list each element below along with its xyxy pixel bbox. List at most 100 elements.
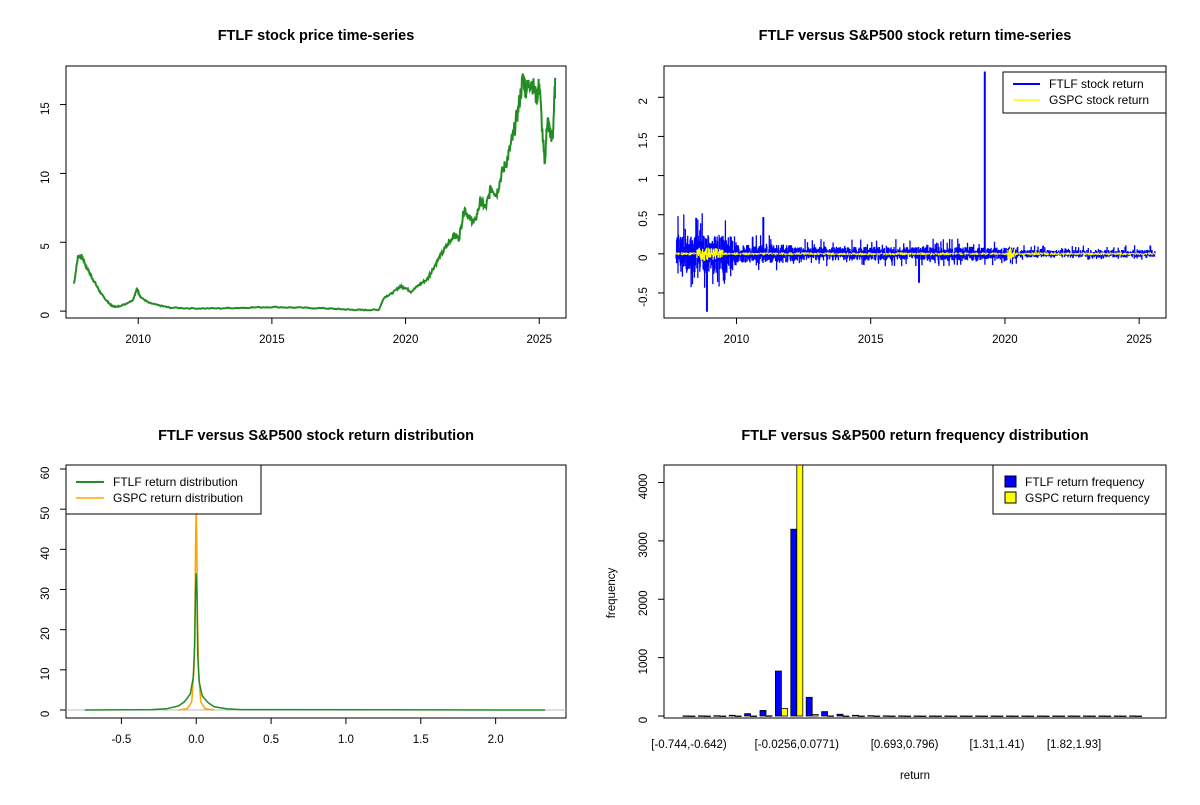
chart-title-returns: FTLF versus S&P500 stock return time-ser…: [759, 28, 1072, 44]
bar-gspc-freq: [842, 715, 850, 717]
y-tick-label: -0.5: [638, 287, 650, 307]
bar-ftlf-freq: [759, 710, 767, 717]
y-tick-label: 50: [40, 507, 52, 520]
x-tick-label: 2020: [393, 334, 419, 346]
x-tick-label: [1.31,1.41): [970, 739, 1025, 751]
bar-gspc-freq: [858, 715, 865, 717]
x-tick-label: 2015: [259, 334, 285, 346]
bar-ftlf-freq: [805, 696, 813, 717]
bar-ftlf-freq: [1113, 715, 1121, 717]
bar-ftlf-freq: [1083, 715, 1090, 717]
bar-gspc-freq: [781, 708, 788, 717]
bar-ftlf-freq: [898, 715, 905, 717]
bar-gspc-freq: [1119, 715, 1127, 717]
bar-gspc-freq: [1073, 715, 1081, 717]
legend-box-returns: [1002, 71, 1167, 114]
bar-gspc-freq: [888, 715, 896, 717]
legend-box-histogram: [992, 464, 1167, 515]
bar-gspc-freq: [981, 715, 988, 717]
bar-gspc-freq: [873, 715, 881, 717]
chart-title-price: FTLF stock price time-series: [218, 28, 415, 44]
bar-ftlf-freq: [1129, 715, 1136, 717]
x-tick-label: 2.0: [488, 734, 504, 746]
y-tick-label: 3000: [638, 532, 650, 558]
bar-ftlf-freq: [1021, 715, 1029, 717]
bar-gspc-freq: [688, 715, 696, 717]
bar-ftlf-freq: [728, 714, 736, 717]
plot-frame-histogram: [663, 464, 1167, 719]
y-tick-label: 4000: [638, 474, 650, 500]
y-tick-label: 10: [40, 171, 52, 184]
x-tick-label: 2025: [1126, 334, 1152, 346]
x-tick-label: 2010: [724, 334, 750, 346]
x-tick-label: [-0.0256,0.0771): [755, 739, 840, 751]
x-tick-label: [-0.744,-0.642): [651, 739, 727, 751]
bar-gspc-freq: [796, 464, 804, 717]
y-tick-label: 5: [40, 243, 52, 249]
bar-gspc-freq: [719, 715, 727, 717]
y-tick-label: 40: [40, 547, 52, 560]
bar-ftlf-freq: [1006, 715, 1013, 717]
x-axis-title: return: [900, 770, 930, 782]
chart-title-density: FTLF versus S&P500 stock return distribu…: [158, 428, 474, 444]
x-tick-label: 2010: [125, 334, 151, 346]
x-tick-label: 2015: [858, 334, 884, 346]
series-bars-ftlf-return: [675, 213, 1156, 288]
x-tick-label: [0.693,0.796): [871, 739, 939, 751]
bar-gspc-freq: [935, 715, 942, 717]
legend-label-gspc-freq: GSPC return frequency: [1025, 491, 1150, 505]
bar-ftlf-freq: [929, 715, 936, 717]
chart-title-histogram: FTLF versus S&P500 return frequency dist…: [741, 428, 1088, 444]
y-tick-label: 1.5: [638, 132, 650, 148]
bar-ftlf-freq: [990, 715, 998, 717]
x-tick-label: 2020: [992, 334, 1018, 346]
bar-ftlf-freq: [682, 715, 690, 717]
x-tick-label: 1.5: [413, 734, 429, 746]
legend-label-ftlf-density: FTLF return distribution: [113, 475, 238, 489]
bar-gspc-freq: [734, 715, 742, 717]
series-bars-gspc-return: [675, 247, 1156, 260]
bar-ftlf-freq: [944, 715, 952, 717]
x-tick-label: -0.5: [111, 734, 131, 746]
bar-gspc-freq: [1012, 715, 1019, 717]
bar-ftlf-freq: [836, 713, 844, 717]
y-tick-label: 0: [40, 312, 52, 318]
bar-ftlf-freq: [790, 528, 798, 717]
y-tick-label: 2: [638, 98, 650, 104]
bar-gspc-freq: [996, 715, 1004, 717]
bar-gspc-freq: [1027, 715, 1035, 717]
bar-ftlf-freq: [867, 715, 875, 717]
x-tick-label: 0.0: [188, 734, 204, 746]
bar-gspc-freq: [704, 715, 711, 717]
bar-gspc-freq: [1135, 715, 1142, 717]
x-tick-label: 0.5: [263, 734, 279, 746]
y-tick-label: 10: [40, 667, 52, 680]
x-tick-label: [1.82,1.93]: [1047, 739, 1101, 751]
bar-ftlf-freq: [821, 711, 828, 717]
bar-gspc-freq: [750, 715, 757, 717]
bar-ftlf-freq: [852, 714, 859, 717]
series-line-ftlf-price: [73, 73, 557, 312]
legend-box-density: [65, 464, 262, 515]
bar-gspc-freq: [904, 715, 911, 717]
bar-ftlf-freq: [1067, 715, 1075, 717]
bar-ftlf-freq: [698, 715, 705, 717]
bar-gspc-freq: [827, 715, 834, 717]
y-tick-label: 0: [638, 255, 650, 261]
legend-swatch-ftlf: [1004, 475, 1017, 488]
bar-ftlf-freq: [1098, 715, 1106, 717]
y-tick-label: 60: [40, 467, 52, 480]
bar-gspc-freq: [1042, 715, 1050, 717]
series-line-gspc-density: [178, 509, 215, 711]
bar-ftlf-freq: [913, 715, 921, 717]
y-tick-label: 0: [638, 717, 650, 723]
y-tick-label: 1: [638, 176, 650, 182]
bar-gspc-freq: [1058, 715, 1065, 717]
x-tick-label: 1.0: [338, 734, 354, 746]
bar-ftlf-freq: [975, 715, 982, 717]
x-tick-label: 2025: [526, 334, 552, 346]
bar-ftlf-freq: [1036, 715, 1044, 717]
bar-gspc-freq: [965, 715, 973, 717]
